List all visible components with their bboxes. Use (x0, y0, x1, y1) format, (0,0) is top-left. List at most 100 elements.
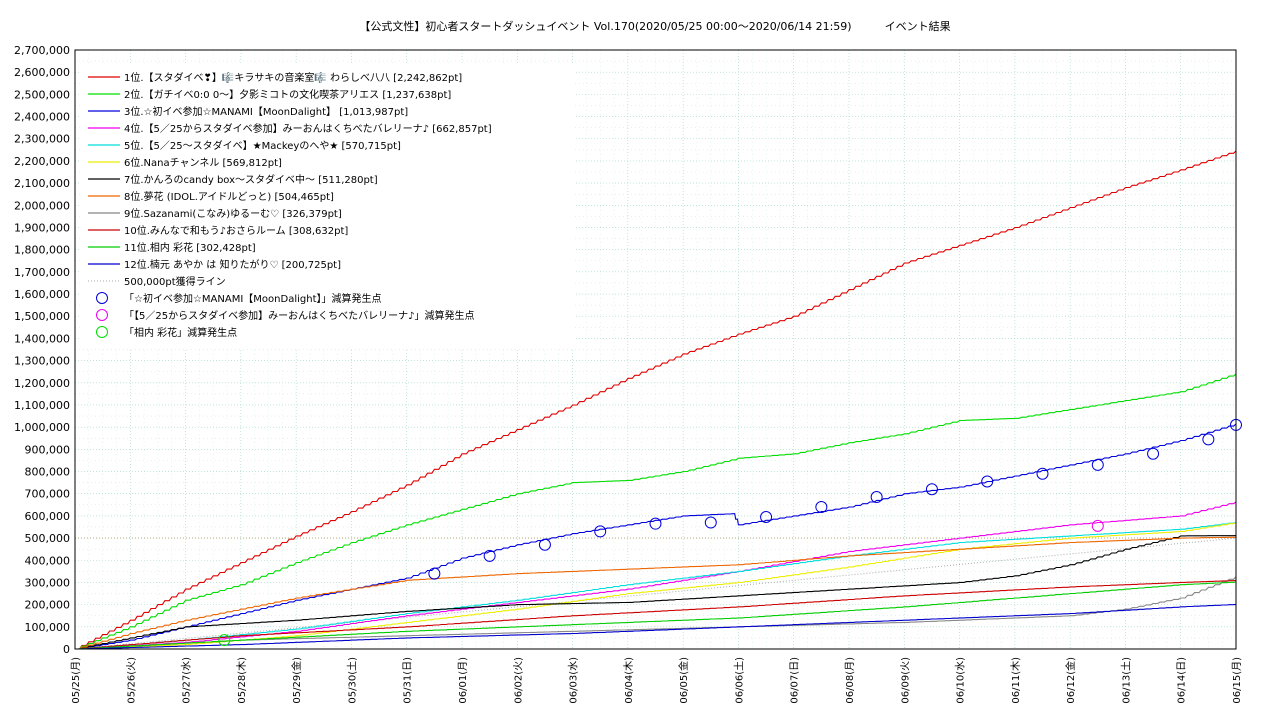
legend: 1位.【スタダイベ❣】🎼キラサキの音楽室🎼 わらしべ八八 [2,242,862p… (80, 63, 574, 348)
markers (218, 418, 1242, 647)
legend-label-11: 11位.相内 彩花 [302,428pt] (124, 241, 256, 254)
series-line-5 (75, 521, 1237, 650)
y-tick-label: 400,000 (25, 554, 71, 567)
series-line-1 (75, 150, 1237, 650)
legend-label-10: 10位.みんなで和もう♪おさらルーム [308,632pt] (124, 224, 348, 237)
x-tick-label: 06/02(火) (512, 657, 524, 704)
legend-box (80, 63, 574, 348)
marker-point-1 (649, 517, 662, 530)
x-tick-label: 06/09(火) (899, 657, 911, 704)
x-tick-label: 06/07(日) (790, 657, 801, 704)
y-tick-label: 1,300,000 (14, 355, 70, 368)
marker-point-1 (760, 510, 773, 523)
marker-point-1 (704, 516, 717, 529)
y-tick-label: 1,000,000 (14, 421, 70, 434)
x-tick-label: 06/10(水) (955, 657, 967, 704)
legend-label-6: 6位.Nanaチャンネル [569,812pt] (124, 156, 282, 169)
legend-label-4: 4位.【5／25からスタダイベ参加】みーおんはくちべたバレリーナ♪ [662,8… (124, 122, 492, 135)
x-tick-label: 05/26(火) (125, 657, 137, 704)
x-tick-label: 05/30(土) (345, 657, 358, 704)
series-line-10 (75, 579, 1237, 650)
marker-point-3 (218, 634, 231, 647)
legend-label-2: 2位.【ガチイベ0:0 0〜】夕影ミコトの文化喫茶アリエス [1,237,638… (124, 88, 451, 101)
x-tick-label: 05/31(日) (403, 657, 414, 704)
legend-label-12: 12位.楠元 あやか は 知りたがり♡ [200,725pt] (124, 258, 341, 271)
marker-point-1 (1202, 433, 1215, 446)
x-tick-label: 06/05(金) (677, 657, 690, 704)
axes: 0 100,000 200,000 300,000 400,000 500,000 600,… (14, 44, 1243, 704)
marker-point-1 (1036, 467, 1049, 480)
series-line-9 (75, 576, 1237, 650)
y-tick-label: 2,300,000 (14, 133, 70, 146)
marker-point-1 (594, 525, 607, 538)
marker-point-2 (1091, 519, 1104, 532)
x-tick-label: 06/01(月) (457, 657, 469, 704)
y-tick-label: 1,500,000 (14, 310, 70, 323)
y-tick-label: 0 (63, 643, 70, 656)
legend-marker-1 (96, 292, 108, 304)
series-line-6 (75, 522, 1237, 650)
marker-point-1 (538, 538, 551, 551)
x-tick-label: 06/14(日) (1177, 657, 1188, 704)
x-tick-label: 06/15(月) (1231, 657, 1243, 704)
x-tick-label: 05/28(木) (236, 657, 248, 704)
legend-marker-label-3: 「相内 彩花」減算発生点 (124, 326, 237, 339)
chart-title: 【公式文性】初心者スタートダッシュイベント Vol.170(2020/05/25… (359, 19, 950, 33)
y-tick-label: 2,100,000 (14, 177, 70, 190)
legend-marker-label-2: 「【5／25からスタダイベ参加】みーおんはくちべたバレリーナ♪」減算発生点 (124, 309, 474, 322)
x-tick-label: 05/25(月) (70, 657, 82, 704)
y-tick-label: 800,000 (25, 466, 71, 479)
y-tick-label: 600,000 (25, 510, 71, 523)
y-tick-label: 1,800,000 (14, 244, 70, 257)
y-tick-label: 1,400,000 (14, 332, 70, 345)
legend-label-reference: 500,000pt獲得ライン (124, 275, 226, 288)
series-line-2 (75, 373, 1237, 650)
plot-frame (74, 49, 1237, 650)
series-line-12 (75, 603, 1237, 650)
marker-point-1 (815, 501, 828, 514)
y-tick-label: 2,000,000 (14, 199, 70, 212)
x-tick-label: 06/06(土) (732, 657, 745, 704)
legend-label-5: 5位.【5／25〜スタダイベ】★Mackeyのへや★ [570,715pt] (124, 139, 401, 152)
series-lines (75, 150, 1237, 650)
y-tick-label: 2,400,000 (14, 111, 70, 124)
y-tick-label: 500,000 (25, 532, 71, 545)
legend-marker-3 (96, 326, 108, 338)
y-tick-label: 2,600,000 (14, 66, 70, 79)
y-tick-label: 900,000 (25, 443, 71, 456)
y-tick-label: 700,000 (25, 488, 71, 501)
series-line-11 (75, 581, 1237, 650)
marker-point-1 (925, 483, 938, 496)
x-tick-label: 06/13(土) (1119, 657, 1132, 704)
x-tick-label: 05/27(水) (181, 657, 193, 704)
y-tick-label: 2,200,000 (14, 155, 70, 168)
legend-label-9: 9位.Sazanami(こなみ)ゆるーむ♡ [326,379pt] (124, 207, 342, 220)
marker-point-1 (428, 567, 441, 580)
y-tick-label: 1,200,000 (14, 377, 70, 390)
legend-label-1: 1位.【スタダイベ❣】🎼キラサキの音楽室🎼 わらしべ八八 [2,242,862p… (124, 71, 462, 84)
series-line-7 (75, 535, 1237, 650)
y-tick-label: 100,000 (25, 621, 71, 634)
x-tick-label: 06/03(水) (568, 657, 580, 704)
y-tick-label: 200,000 (25, 599, 71, 612)
x-tick-label: 05/29(金) (290, 657, 303, 704)
x-tick-label: 06/12(金) (1064, 657, 1077, 704)
y-tick-label: 2,500,000 (14, 88, 70, 101)
marker-point-1 (1091, 458, 1104, 471)
legend-marker-2 (96, 309, 108, 321)
legend-label-8: 8位.夢花 (IDOL.アイドルどっと) [504,465pt] (124, 190, 334, 203)
legend-label-3: 3位.☆初イベ参加☆MANAMI【MoonDalight】 [1,013,987… (124, 105, 408, 118)
y-tick-label: 300,000 (25, 576, 71, 589)
y-tick-label: 1,700,000 (14, 266, 70, 279)
legend-label-7: 7位.かんろのcandy box〜スタダイベ中〜 [511,280pt] (124, 173, 378, 186)
y-tick-label: 2,700,000 (14, 44, 70, 57)
y-tick-label: 1,100,000 (14, 399, 70, 412)
x-tick-label: 06/11(木) (1010, 657, 1022, 704)
y-tick-label: 1,900,000 (14, 221, 70, 234)
marker-point-1 (1147, 447, 1160, 460)
y-tick-label: 1,600,000 (14, 288, 70, 301)
legend-marker-label-1: 「☆初イベ参加☆MANAMI【MoonDalight】」減算発生点 (124, 292, 382, 305)
x-tick-label: 06/04(木) (623, 657, 635, 704)
marker-point-1 (483, 549, 496, 562)
x-tick-label: 06/08(月) (844, 657, 856, 704)
